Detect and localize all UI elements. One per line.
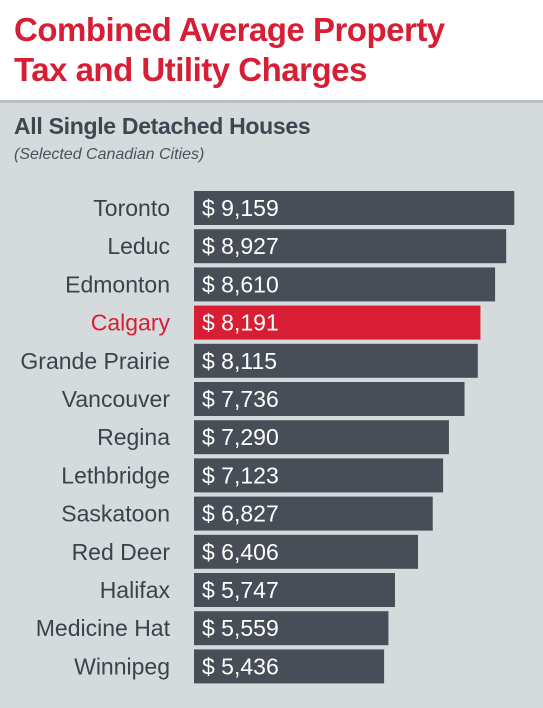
value-label: $ 9,159	[202, 195, 279, 221]
category-label: Lethbridge	[61, 462, 170, 488]
category-label: Toronto	[93, 195, 170, 221]
value-label: $ 7,736	[202, 386, 279, 412]
value-label: $ 7,290	[202, 424, 279, 450]
category-label: Saskatoon	[61, 501, 170, 527]
value-label: $ 5,559	[202, 615, 279, 641]
bar-regina	[194, 420, 449, 455]
category-label: Calgary	[91, 310, 171, 336]
title-line-2: Tax and Utility Charges	[14, 51, 367, 88]
bar-winnipeg	[194, 649, 385, 684]
chart-title: Combined Average Property Tax and Utilit…	[14, 10, 534, 90]
chart-subtitle: All Single Detached Houses	[14, 113, 311, 139]
value-label: $ 8,927	[202, 233, 279, 259]
bar-medicine-hat	[194, 611, 389, 646]
bar-red-deer	[194, 534, 419, 569]
chart-note: (Selected Canadian Cities)	[14, 146, 205, 163]
bar-leduc	[194, 229, 507, 264]
bar-vancouver	[194, 382, 465, 416]
category-label: Vancouver	[62, 386, 171, 412]
value-label: $ 5,436	[202, 653, 279, 679]
category-label: Halifax	[100, 577, 171, 603]
value-label: $ 8,191	[202, 310, 279, 336]
title-line-1: Combined Average Property	[14, 11, 445, 48]
value-label: $ 8,115	[202, 348, 277, 374]
bar-halifax	[194, 573, 395, 607]
category-label: Regina	[97, 424, 170, 450]
value-label: $ 6,406	[202, 539, 279, 565]
value-label: $ 5,747	[202, 577, 279, 603]
category-label: Edmonton	[65, 271, 170, 297]
bar-toronto	[194, 191, 515, 225]
bar-saskatoon	[194, 496, 433, 531]
category-label: Red Deer	[72, 539, 171, 565]
category-label: Grande Prairie	[20, 348, 170, 374]
bar-edmonton	[194, 267, 496, 302]
value-label: $ 8,610	[202, 271, 279, 297]
category-label: Winnipeg	[74, 653, 170, 679]
category-label: Medicine Hat	[36, 615, 171, 641]
bar-grande-prairie	[194, 343, 478, 378]
bar-calgary	[194, 305, 481, 340]
category-label: Leduc	[107, 233, 170, 259]
value-label: $ 6,827	[202, 501, 279, 527]
bar-lethbridge	[194, 458, 444, 493]
value-label: $ 7,123	[202, 462, 279, 488]
